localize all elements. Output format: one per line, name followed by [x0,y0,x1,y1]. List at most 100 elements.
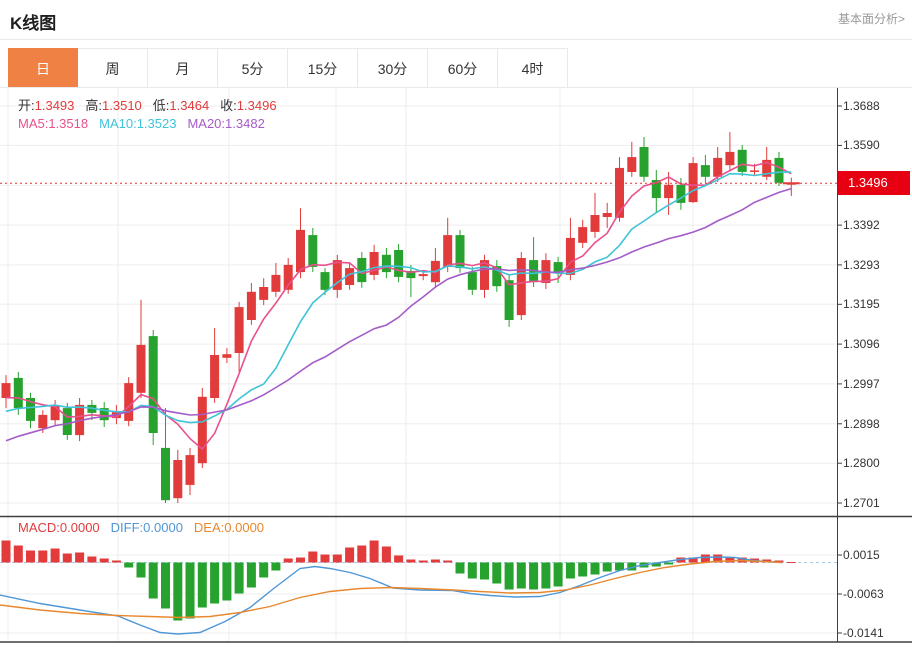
legend-value: 1.3523 [136,116,177,131]
candle-body [332,260,342,290]
candles [1,132,796,503]
tab-15分[interactable]: 15分 [288,48,358,88]
tab-周[interactable]: 周 [78,48,148,88]
candle-body [627,157,637,172]
candle-body [296,229,305,273]
diff-line [0,556,783,635]
candle-body [590,215,600,232]
legend-label: 收: [220,98,237,113]
ohlc-legend: 开:1.3493 高:1.3510 低:1.3464 收:1.3496 [18,95,288,114]
tab-30分[interactable]: 30分 [358,48,428,88]
macd-bar [381,546,391,563]
price-tick-label: 1.3688 [843,99,880,113]
candle-body [381,254,391,273]
macd-tick-label: 0.0015 [843,548,880,562]
macd-bar [124,562,134,568]
candle-body [62,408,72,435]
candle-body [688,163,698,203]
candle-body [124,383,134,421]
legend-label: 高: [85,98,103,113]
candle-body [664,184,674,199]
candle-body [700,165,710,177]
candle-body [320,272,330,290]
macd-bar [578,562,588,577]
tab-60分[interactable]: 60分 [428,48,498,88]
legend-label: MACD: [18,520,60,535]
ma5-line [5,161,792,451]
macd-bar [713,554,723,563]
macd-bar [786,562,796,563]
legend-value: 1.3482 [225,116,265,131]
ma-legend: MA5:1.3518 MA10:1.3523 MA20:1.3482 [18,116,276,131]
legend-value: 0.0000 [143,520,183,535]
candle-body [492,266,502,287]
macd-bar [271,562,281,571]
candle-body [345,268,355,285]
candle-body [26,398,35,421]
tabs-divider [0,87,912,88]
candle-body [762,159,772,177]
tab-日[interactable]: 日 [8,48,78,88]
legend-value: 0.0000 [224,520,265,535]
macd-bar [87,556,97,563]
macd-bar [467,562,477,579]
macd-bar [308,551,318,563]
tab-5分[interactable]: 5分 [218,48,288,88]
candle-body [308,235,318,267]
macd-bar [185,562,195,619]
candle-body [357,258,367,283]
macd-bar [99,558,109,563]
tab-4时[interactable]: 4时 [498,48,568,88]
macd-bar [664,562,674,565]
macd-bar [259,562,269,578]
macd-bar [369,540,379,563]
candle-body [406,270,416,279]
ma20-line [5,187,792,442]
candle-body [750,170,759,172]
ma10-line [5,171,792,424]
candle-body [602,213,612,217]
macd-bar [590,562,600,575]
candle-body [737,149,747,172]
candle-body [271,274,281,292]
price-tick-label: 1.3590 [843,138,880,153]
candle-body [197,396,207,464]
macd-bar [406,559,416,563]
tab-月[interactable]: 月 [148,48,218,88]
page-title: K线图 [10,14,57,33]
candle-body [50,406,60,421]
macd-bar [430,559,440,563]
macd-bar [443,560,453,563]
macd-legend: MACD:0.0000 DIFF:0.0000 DEA:0.0000 [18,520,275,535]
macd-bar [148,562,158,599]
candle-body [173,460,183,499]
gridlines [0,88,837,642]
fundamental-analysis-link[interactable]: 基本面分析> [837,12,905,26]
macd-bar [725,557,735,563]
macd-histogram [1,540,796,621]
macd-bar [210,562,220,604]
candle-body [553,262,563,273]
macd-bar [13,545,23,563]
macd-bar [700,554,710,563]
candle-body [467,272,477,290]
macd-bar [651,562,661,567]
macd-bar [418,560,428,563]
legend-value: 1.3510 [102,98,142,113]
candle-body [1,383,11,398]
candle-body [578,227,588,243]
candle-body [161,447,170,501]
legend-value: 1.3496 [236,98,277,113]
candle-body [283,264,293,290]
macd-bar [50,548,60,563]
legend-label: DIFF: [110,520,144,535]
macd-bar [627,562,637,571]
macd-bar [516,562,526,589]
macd-bar [394,555,404,563]
macd-bar [541,562,551,589]
candle-body [38,414,48,429]
candle-body [13,377,23,409]
macd-bar [565,562,575,579]
legend-value: 0.0000 [59,520,100,535]
